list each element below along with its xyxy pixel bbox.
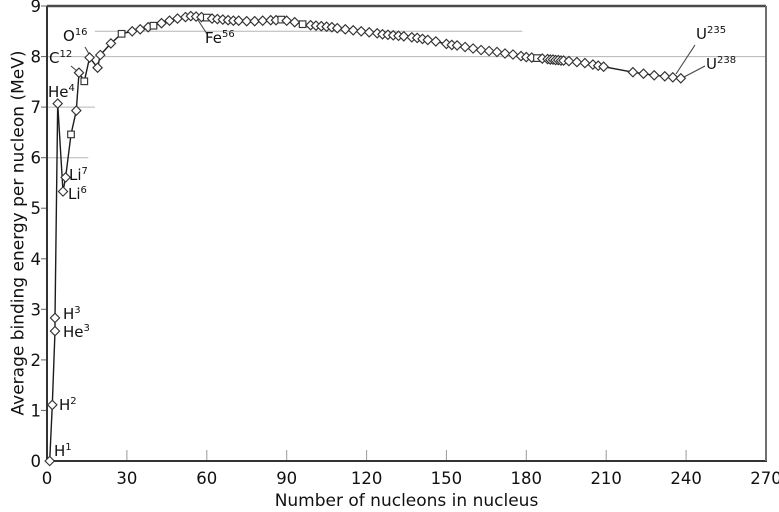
nuclide-label-Li7: Li7 [69, 166, 88, 184]
data-point-diamond [49, 325, 61, 337]
data-point-diamond [355, 25, 367, 37]
data-point-diamond [579, 57, 591, 69]
nuclide-label-Fe56: Fe56 [205, 29, 235, 47]
x-tick-label: 240 [670, 469, 702, 488]
curve [49, 15, 681, 462]
data-point-diamond [667, 71, 679, 83]
y-tick-label: 6 [31, 149, 42, 168]
data-point-diamond [483, 45, 495, 57]
y-axis-title: Average binding energy per nucleon (MeV) [8, 50, 29, 416]
data-point-diamond [491, 46, 503, 58]
data-point-diamond [571, 56, 583, 68]
data-point-diamond [675, 72, 687, 84]
nuclide-label-He4: He4 [48, 83, 75, 101]
nuclide-label-U238: U238 [706, 55, 737, 73]
y-tick-labels: 0 1 2 3 4 5 6 7 8 9 [31, 0, 42, 471]
x-tick-label: 120 [351, 469, 383, 488]
data-point-square [67, 130, 75, 139]
data-point-diamond [84, 52, 96, 64]
y-tick-label: 7 [31, 98, 42, 117]
data-point-diamond [289, 16, 301, 28]
data-point-diamond [60, 171, 72, 183]
nuclide-label-H3: H3 [63, 305, 81, 323]
data-point-square [117, 29, 126, 38]
nuclide-label-He3: He3 [63, 323, 90, 341]
x-tick-label: 180 [511, 469, 543, 488]
x-tick-labels: 0 30 60 90 120 150 180 210 240 270 [42, 469, 779, 488]
data-point-diamond [134, 23, 146, 35]
y-tick-label: 1 [31, 401, 42, 420]
x-tick-label: 270 [750, 469, 779, 488]
nuclide-label-H1: H1 [54, 442, 72, 460]
data-point-diamond [94, 49, 106, 61]
data-point-diamond [627, 66, 639, 78]
nuclide-label-U235: U235 [696, 25, 727, 43]
gridlines [47, 30, 766, 159]
data-point-diamond [598, 61, 610, 73]
data-point-diamond [475, 44, 487, 56]
nuclide-label-C12: C12 [49, 49, 73, 67]
y-tick-label: 2 [31, 351, 42, 370]
data-point-diamond [73, 67, 85, 79]
data-point-diamond [347, 24, 359, 36]
data-point-diamond [339, 23, 351, 35]
data-point-diamond [648, 69, 660, 81]
data-point-diamond [156, 17, 167, 29]
x-ticks [126, 450, 767, 460]
x-tick-label: 90 [276, 469, 297, 488]
x-tick-label: 30 [116, 469, 137, 488]
data-point-diamond [172, 13, 183, 25]
leader-lines [70, 19, 706, 78]
data-point-diamond [44, 455, 56, 467]
y-tick-label: 4 [31, 250, 42, 269]
y-tick-label: 8 [31, 48, 42, 67]
x-tick-label: 210 [590, 469, 622, 488]
data-point-diamond [638, 68, 649, 80]
y-tick-label: 5 [31, 199, 42, 218]
data-point-diamond [52, 98, 64, 110]
nuclide-label-O16: O16 [63, 27, 88, 45]
data-point-diamond [459, 41, 471, 53]
y-tick-label: 9 [31, 0, 42, 16]
data-point-diamond [467, 43, 479, 54]
data-point-diamond [430, 35, 442, 47]
data-point-diamond [92, 62, 104, 74]
data-point-square [149, 21, 158, 30]
data-point-diamond [126, 25, 138, 37]
x-axis-title: Number of nucleons in nucleus [274, 491, 539, 511]
x-tick-label: 60 [196, 469, 217, 488]
data-point-diamond [105, 37, 117, 49]
data-point-diamond [363, 26, 375, 38]
x-tick-label: 0 [42, 469, 53, 488]
plot-border [46, 4, 767, 462]
data-point-diamond [57, 186, 69, 197]
y-tick-label: 0 [31, 452, 42, 471]
x-tick-label: 150 [431, 469, 463, 488]
data-point-square [298, 20, 307, 29]
data-markers [44, 10, 687, 467]
data-point-diamond [507, 49, 519, 60]
data-point-diamond [659, 70, 671, 82]
data-point-diamond [46, 399, 58, 411]
data-point-square [80, 77, 89, 86]
data-point-diamond [70, 105, 82, 117]
data-point-diamond [49, 312, 61, 324]
nuclide-label-H2: H2 [59, 396, 77, 414]
data-point-diamond [164, 15, 175, 27]
nuclide-label-Li6: Li6 [68, 185, 87, 203]
y-tick-label: 3 [31, 300, 42, 319]
